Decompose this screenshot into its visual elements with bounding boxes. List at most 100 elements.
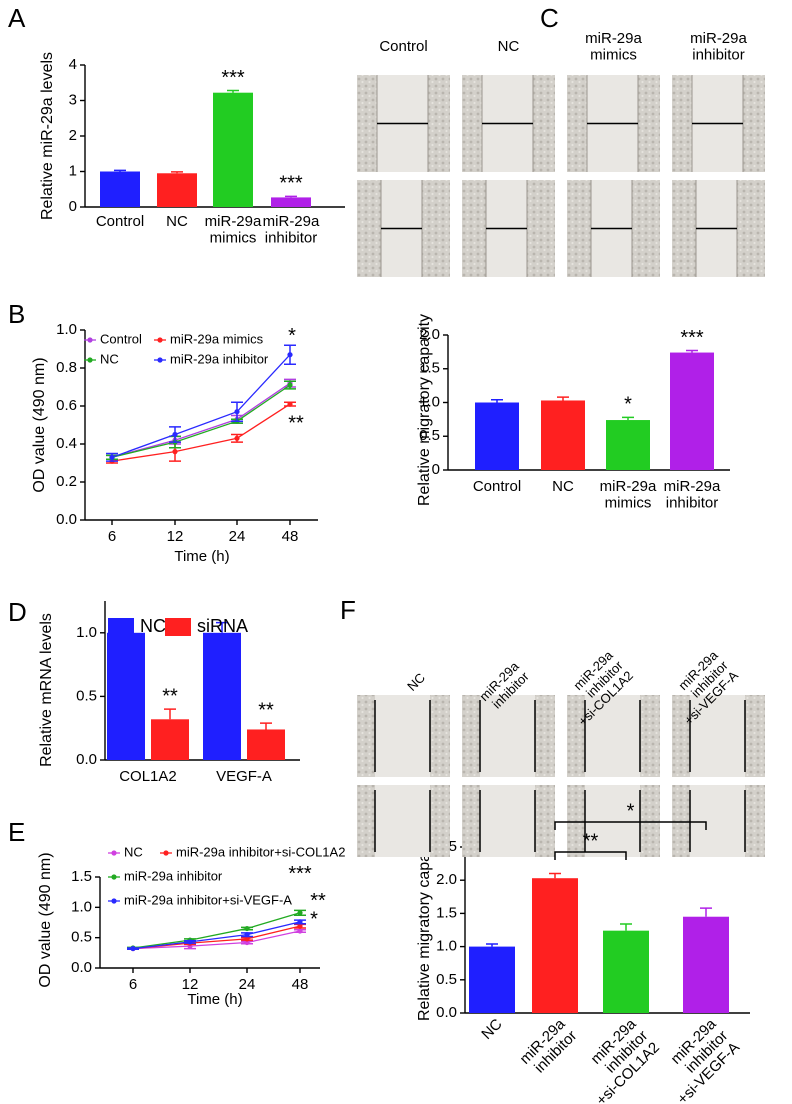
x-tick-label: 6 <box>129 976 137 993</box>
data-point <box>297 910 303 916</box>
x-tick-label: Control <box>473 478 521 495</box>
error-bar <box>620 923 632 931</box>
panel-letter: E <box>8 817 25 847</box>
error-bar <box>557 396 569 401</box>
x-tick-label: 6 <box>108 528 116 545</box>
legend-label: NC <box>100 351 119 366</box>
image-label: Control <box>379 38 427 55</box>
bar <box>603 930 649 1013</box>
image-label: NC <box>404 670 428 694</box>
significance: ** <box>162 685 178 707</box>
legend-label: miR-29a inhibitor <box>124 868 223 883</box>
bar <box>157 173 197 207</box>
legend-marker <box>87 357 93 363</box>
x-tick-label: 12 <box>182 976 199 993</box>
significance: ** <box>258 699 274 721</box>
error-bar <box>549 872 561 879</box>
wound-gap <box>690 695 745 777</box>
significance: * <box>288 325 296 347</box>
wound-gap <box>480 695 535 777</box>
legend-label: siRNA <box>197 616 248 636</box>
x-tick-label: miR-29a mimics <box>600 478 657 512</box>
data-point <box>172 449 178 455</box>
series-line <box>111 403 291 462</box>
legend-swatch <box>165 618 191 636</box>
error-bar <box>491 399 503 403</box>
image-label: NC <box>498 38 520 55</box>
y-axis-title: Relative mRNA levels <box>38 613 55 767</box>
x-tick-label: 12 <box>167 528 184 545</box>
y-tick-label: 0.5 <box>71 929 92 946</box>
bar <box>683 916 729 1013</box>
wound-gap <box>375 695 430 777</box>
data-point <box>297 923 303 929</box>
x-tick-label: 24 <box>229 528 246 545</box>
legend-label: NC <box>140 616 166 636</box>
y-tick-label: 0.0 <box>56 511 77 528</box>
bar <box>100 171 140 207</box>
y-tick-label: 0 <box>69 198 77 215</box>
legend-marker <box>157 337 163 343</box>
legend-marker <box>157 357 163 363</box>
y-tick-label: 0.5 <box>419 427 440 444</box>
y-tick-label: 0.6 <box>56 397 77 414</box>
data-point <box>244 925 250 932</box>
wound-gap <box>585 695 640 777</box>
y-tick-label: 3 <box>69 91 77 108</box>
significance: ** <box>288 412 304 434</box>
bar <box>606 420 650 470</box>
data-point <box>244 939 250 946</box>
wound-gap <box>585 785 640 857</box>
image-label: miR-29a mimics <box>585 30 642 64</box>
significance: *** <box>680 327 704 349</box>
y-tick-label: 0.5 <box>436 971 457 988</box>
legend-label: NC <box>124 844 143 859</box>
y-tick-label: 0.0 <box>71 959 92 976</box>
y-axis-title: Relative miR-29a levels <box>39 52 56 220</box>
panel-letter: C <box>540 3 559 33</box>
legend-label: miR-29a inhibitor+si-COL1A2 <box>176 844 345 859</box>
data-point <box>244 936 250 942</box>
y-axis-title: Relative migratory capacity <box>416 829 433 1021</box>
y-tick-label: 0.0 <box>436 1004 457 1021</box>
data-point <box>287 401 293 407</box>
significance: ** <box>310 890 326 912</box>
legend-marker <box>163 850 169 856</box>
legend-label: miR-29a inhibitor <box>170 351 269 366</box>
bar <box>541 400 585 470</box>
y-tick-label: 1.0 <box>56 321 77 338</box>
y-tick-label: 0.8 <box>56 359 77 376</box>
series-line <box>132 930 301 950</box>
panel-letter: B <box>8 299 25 329</box>
bar <box>532 878 578 1013</box>
x-tick-label: Control <box>96 213 144 230</box>
x-axis-title: Time (h) <box>187 991 242 1008</box>
legend-label: miR-29a mimics <box>170 331 264 346</box>
legend-label: miR-29a inhibitor+si-VEGF-A <box>124 892 292 907</box>
error-bar <box>285 195 297 198</box>
y-tick-label: 2.0 <box>419 326 440 343</box>
y-axis-title: Relative migratory capacity <box>416 314 433 506</box>
legend-marker <box>111 874 117 880</box>
bar <box>151 719 189 760</box>
legend-marker <box>111 898 117 904</box>
y-tick-label: 4 <box>69 56 77 73</box>
data-point <box>172 431 178 438</box>
wound-gap <box>690 785 745 857</box>
y-tick-label: 0.4 <box>56 435 77 452</box>
y-tick-label: 1.5 <box>71 868 92 885</box>
data-point <box>287 382 293 388</box>
data-point <box>297 928 303 934</box>
significance: *** <box>279 173 303 195</box>
x-axis-title: Time (h) <box>174 548 229 565</box>
y-tick-label: 0.2 <box>56 473 77 490</box>
data-point <box>130 945 136 952</box>
comparison-bracket <box>554 851 627 860</box>
bar <box>213 92 253 207</box>
y-tick-label: 1 <box>69 162 77 179</box>
significance: * <box>310 908 318 930</box>
data-point <box>234 409 240 415</box>
panel-letter: F <box>340 595 356 625</box>
